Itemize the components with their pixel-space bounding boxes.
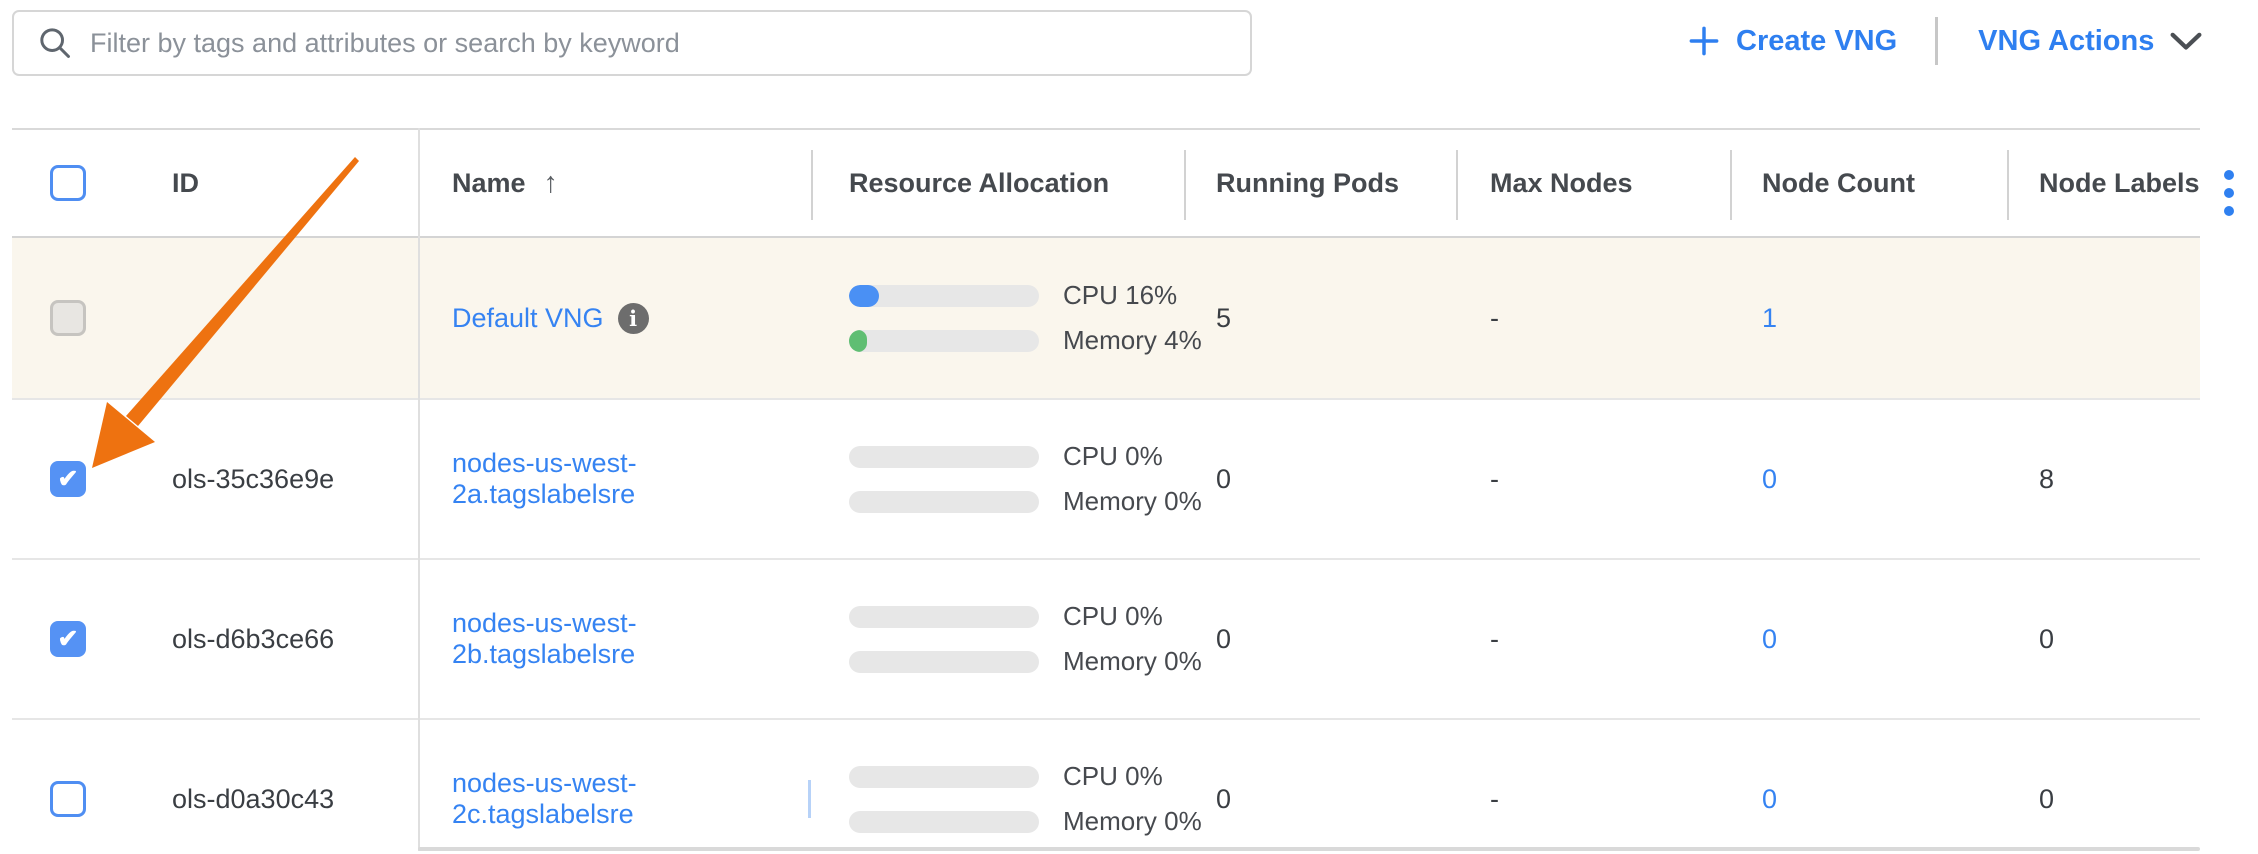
row-checkbox[interactable]: ✔: [50, 621, 86, 657]
table-row: ✔ ols-d0a30c43 nodes-us-west-2c.tagslabe…: [12, 720, 2200, 854]
resource-allocation: CPU 0% Memory 0%: [849, 601, 1202, 677]
info-icon[interactable]: i: [617, 302, 649, 334]
search-icon: [40, 28, 70, 58]
row-checkbox[interactable]: ✔: [50, 461, 86, 497]
resource-allocation: CPU 0% Memory 0%: [849, 441, 1202, 517]
table-header-row: ✔ ID Name ↑ Resource Allocation Running …: [12, 128, 2200, 238]
header-divider: [811, 150, 813, 220]
memory-usage-label: Memory 0%: [1063, 806, 1202, 836]
id-name-column-divider: [418, 128, 420, 851]
header-divider: [1456, 150, 1458, 220]
vng-actions-button[interactable]: VNG Actions: [1978, 25, 2202, 58]
cpu-usage-bar: [849, 445, 1039, 468]
max-nodes-value: -: [1490, 783, 1499, 814]
memory-usage-bar: [849, 810, 1039, 833]
max-nodes-value: -: [1490, 463, 1499, 494]
resource-allocation: CPU 0% Memory 0%: [849, 761, 1202, 837]
vng-table: ✔ ID Name ↑ Resource Allocation Running …: [12, 128, 2200, 854]
cpu-usage-label: CPU 0%: [1063, 761, 1163, 791]
cpu-usage-label: CPU 0%: [1063, 441, 1163, 471]
row-id: ols-d0a30c43: [172, 783, 335, 814]
search-input[interactable]: [90, 27, 1250, 59]
column-options-icon[interactable]: [2224, 170, 2234, 216]
checkmark-icon: ✔: [57, 464, 79, 493]
column-header-max-nodes[interactable]: Max Nodes: [1490, 167, 1633, 198]
select-all-checkbox[interactable]: ✔: [50, 165, 86, 201]
toolbar-divider: [1935, 17, 1939, 65]
column-header-id[interactable]: ID: [172, 167, 199, 198]
column-header-node-labels[interactable]: Node Labels: [2039, 167, 2200, 198]
column-header-running-pods[interactable]: Running Pods: [1216, 167, 1399, 198]
chevron-down-icon: [2170, 32, 2202, 50]
memory-usage-bar: [849, 650, 1039, 673]
row-checkbox[interactable]: ✔: [50, 781, 86, 817]
cpu-usage-bar: [849, 605, 1039, 628]
header-divider: [1730, 150, 1732, 220]
running-pods-value: 0: [1216, 783, 1232, 814]
table-body: ✔ Default VNG i CPU 16% Memory 4% 5 - 1: [12, 238, 2200, 854]
row-id: ols-d6b3ce66: [172, 623, 335, 654]
cpu-usage-bar: [849, 284, 1039, 307]
header-divider: [1184, 150, 1186, 220]
header-divider: [2007, 150, 2009, 220]
column-header-resource-allocation[interactable]: Resource Allocation: [849, 167, 1110, 198]
memory-usage-label: Memory 0%: [1063, 486, 1202, 516]
memory-usage-label: Memory 0%: [1063, 646, 1202, 676]
node-labels-value: 8: [2039, 463, 2055, 494]
row-id: ols-35c36e9e: [172, 463, 335, 494]
table-row: ✔ ols-35c36e9e nodes-us-west-2a.tagslabe…: [12, 400, 2200, 560]
node-labels-value: 0: [2039, 623, 2055, 654]
vng-actions-label: VNG Actions: [1978, 24, 2155, 57]
cpu-usage-label: CPU 0%: [1063, 601, 1163, 631]
row-checkbox[interactable]: ✔: [50, 300, 86, 336]
max-nodes-value: -: [1490, 302, 1499, 333]
running-pods-value: 5: [1216, 302, 1232, 333]
table-row: ✔ ols-d6b3ce66 nodes-us-west-2b.tagslabe…: [12, 560, 2200, 720]
create-vng-button[interactable]: Create VNG: [1688, 25, 1897, 58]
create-vng-label: Create VNG: [1736, 24, 1898, 57]
node-count-link[interactable]: 1: [1762, 302, 1778, 333]
node-labels-value: 0: [2039, 783, 2055, 814]
vng-name-link[interactable]: Default VNG: [452, 302, 604, 333]
memory-usage-label: Memory 4%: [1063, 325, 1202, 355]
table-row: ✔ Default VNG i CPU 16% Memory 4% 5 - 1: [12, 238, 2200, 400]
max-nodes-value: -: [1490, 623, 1499, 654]
horizontal-scrollbar[interactable]: [418, 847, 2200, 851]
checkmark-icon: ✔: [57, 624, 79, 653]
vng-name-link[interactable]: nodes-us-west-2c.tagslabelsre: [452, 768, 637, 829]
text-caret: [808, 780, 811, 818]
node-count-link[interactable]: 0: [1762, 783, 1778, 814]
plus-icon: [1689, 26, 1719, 56]
resource-allocation: CPU 16% Memory 4%: [849, 280, 1202, 356]
filter-search-box[interactable]: [12, 10, 1252, 76]
cpu-usage-bar: [849, 765, 1039, 788]
node-count-link[interactable]: 0: [1762, 463, 1778, 494]
memory-usage-bar: [849, 329, 1039, 352]
node-count-link[interactable]: 0: [1762, 623, 1778, 654]
vng-name-link[interactable]: nodes-us-west-2a.tagslabelsre: [452, 448, 637, 509]
sort-ascending-icon: ↑: [543, 166, 559, 199]
cpu-usage-label: CPU 16%: [1063, 280, 1178, 310]
column-header-node-count[interactable]: Node Count: [1762, 167, 1915, 198]
running-pods-value: 0: [1216, 623, 1232, 654]
running-pods-value: 0: [1216, 463, 1232, 494]
vng-name-link[interactable]: nodes-us-west-2b.tagslabelsre: [452, 608, 637, 669]
memory-usage-bar: [849, 490, 1039, 513]
toolbar-actions: Create VNG VNG Actions: [1688, 8, 2202, 74]
column-header-name[interactable]: Name ↑: [452, 166, 559, 199]
